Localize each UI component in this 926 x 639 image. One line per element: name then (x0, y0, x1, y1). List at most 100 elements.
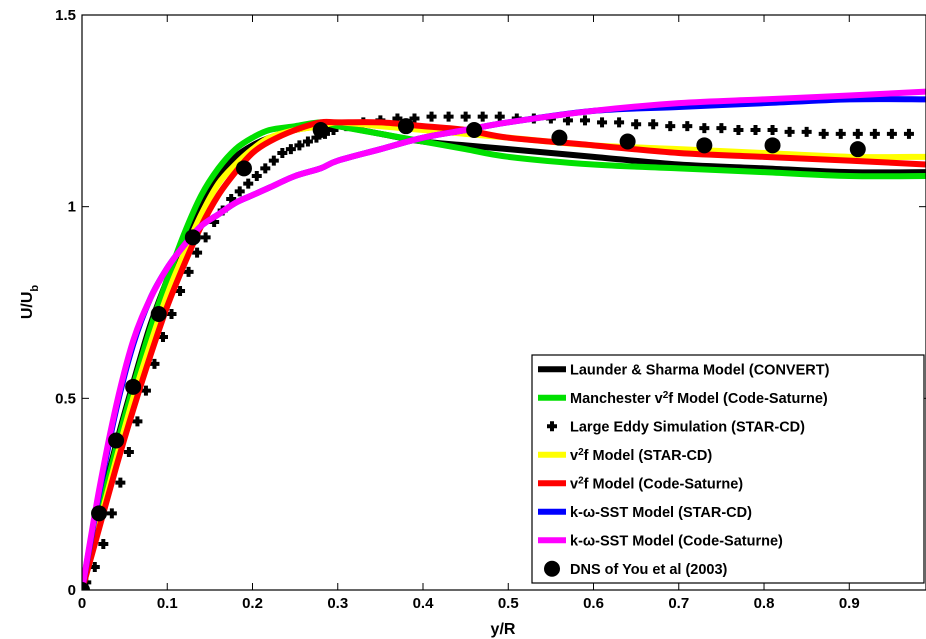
les-point (614, 117, 625, 128)
legend: Launder & Sharma Model (CONVERT) Manchest… (531, 354, 925, 584)
les-point (852, 128, 863, 139)
les-point (260, 163, 271, 174)
les-point (192, 247, 203, 258)
x-tick-label: 0.6 (583, 595, 604, 612)
les-point (123, 447, 134, 457)
legend-swatch-dot (544, 560, 560, 577)
les-point (835, 128, 846, 139)
y-axis-label-subscript: b (29, 285, 41, 292)
les-point (175, 286, 186, 296)
legend-entry: v2f Model (Code-Saturne) (538, 475, 743, 493)
x-tick-label: 0.8 (754, 595, 775, 612)
les-point (443, 111, 454, 122)
x-tick-label: 0.9 (839, 595, 860, 612)
les-point (115, 477, 126, 488)
dns-point (551, 129, 568, 146)
series-manchester-v-f-model-code-saturne (82, 119, 926, 590)
les-point (767, 125, 778, 135)
series-line-k-sst-model-code-saturne (82, 88, 926, 590)
les-point (426, 111, 437, 122)
legend-label: k-ω-SST Model (Code-Saturne) (570, 533, 783, 549)
legend-label: k-ω-SST Model (STAR-CD) (570, 505, 752, 521)
y-tick-label: 1 (68, 199, 76, 216)
les-point (243, 178, 254, 189)
dns-point (91, 505, 108, 522)
series-layer (82, 88, 926, 590)
les-point (98, 539, 109, 549)
les-point (716, 123, 727, 134)
plot-frame (81, 14, 926, 591)
dns-point (82, 582, 90, 590)
les-point (818, 128, 829, 139)
les-point (665, 121, 676, 132)
dns-point (466, 122, 483, 138)
les-point (597, 117, 608, 128)
les-point (801, 126, 812, 137)
x-tick-label: 0.2 (242, 595, 263, 612)
les-point (494, 111, 505, 122)
les-point (869, 128, 880, 139)
x-tick-label: 0 (78, 595, 86, 612)
series-dns-of-you-et-al-2003 (82, 118, 866, 590)
legend-entry: k-ω-SST Model (STAR-CD) (538, 505, 752, 521)
les-point (200, 232, 211, 243)
les-point (784, 126, 795, 137)
les-point (251, 171, 262, 181)
les-point (477, 111, 488, 122)
les-point (648, 119, 659, 130)
les-point (682, 121, 693, 132)
les-point (183, 266, 194, 277)
ticks-layer: 0 0.1 0.2 0.3 0.4 0.5 0.6 0.7 0.8 0.9 0 0.5 1 1.5 (55, 7, 926, 612)
legend-entry: k-ω-SST Model (Code-Saturne) (538, 533, 783, 549)
les-point (579, 115, 590, 126)
les-point (166, 309, 177, 319)
les-point (903, 128, 914, 139)
series-v-f-model-code-saturne (82, 118, 926, 590)
dns-point (150, 306, 167, 322)
dns-point (312, 122, 329, 138)
legend-label: Large Eddy Simulation (STAR-CD) (570, 419, 805, 435)
legend-label: Launder & Sharma Model (CONVERT) (570, 362, 830, 378)
legend-label: Manchester v2f Model (Code-Saturne) (570, 389, 828, 407)
x-axis-label: y/R (491, 621, 516, 638)
legend-entry: DNS of You et al (2003) (544, 560, 728, 578)
les-point (302, 136, 313, 147)
les-point (409, 113, 420, 124)
dns-point (619, 133, 636, 150)
dns-point (764, 137, 781, 154)
dns-point (125, 378, 142, 395)
series-line-manchester-v-f-model-code-saturne (82, 119, 926, 590)
x-tick-label: 0.7 (668, 595, 689, 612)
les-point (268, 155, 279, 166)
dns-point (108, 432, 125, 449)
dns-point (849, 141, 866, 158)
x-tick-label: 0.3 (327, 595, 348, 612)
les-point (234, 186, 245, 197)
les-point (132, 416, 143, 427)
dns-point (235, 160, 252, 177)
legend-label: v2f Model (STAR-CD) (570, 446, 712, 464)
y-axis-label-main: U/U (19, 292, 36, 320)
series-line-v-f-model-code-saturne (82, 118, 926, 590)
series-k-sst-model-code-saturne (82, 88, 926, 590)
legend-entry: v2f Model (STAR-CD) (538, 446, 712, 464)
legend-label: DNS of You et al (2003) (570, 562, 728, 578)
les-point (149, 358, 160, 369)
les-point (750, 125, 761, 135)
legend-entry: Manchester v2f Model (Code-Saturne) (538, 389, 828, 407)
y-axis-label: U/Ub (19, 285, 41, 320)
x-tick-label: 0.1 (157, 595, 178, 612)
les-point (886, 128, 897, 139)
legend-box (531, 354, 925, 584)
les-point (285, 144, 296, 155)
les-point (733, 125, 744, 135)
legend-swatch-plus (547, 421, 557, 432)
x-tick-label: 0.4 (413, 595, 435, 612)
les-point (699, 123, 710, 134)
les-point (294, 140, 305, 151)
legend-label: v2f Model (Code-Saturne) (570, 475, 743, 493)
les-point (460, 111, 471, 122)
les-point (140, 385, 151, 396)
les-point (631, 119, 642, 130)
